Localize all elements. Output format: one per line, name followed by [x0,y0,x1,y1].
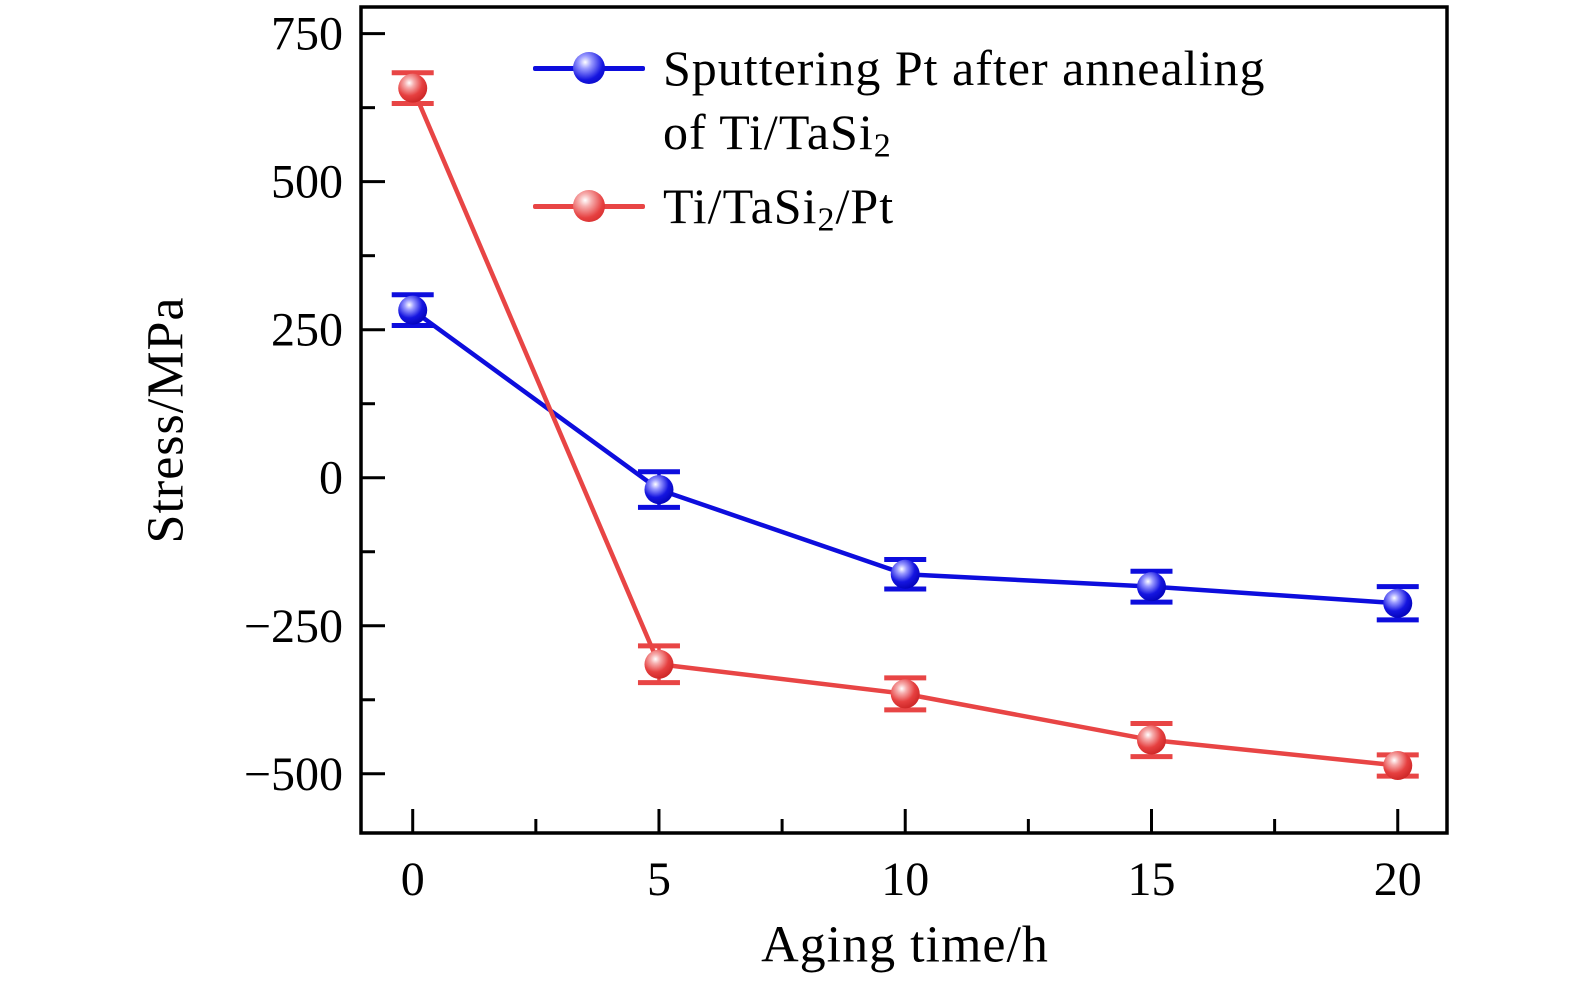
y-axis-tick-labels: 750 500 250 0 −250 −500 [244,8,343,801]
series-1-markers [398,73,1413,780]
x-tick-label: 0 [401,853,425,906]
x-axis-ticks [411,809,1400,833]
y-tick-label: −250 [244,600,343,653]
series-1-marker [398,73,428,103]
x-tick-label: 15 [1127,853,1175,906]
x-axis-tick-labels: 0 5 10 15 20 [401,853,1422,906]
legend-text-subscript: 2 [817,201,836,239]
legend-marker-blue [533,36,645,100]
series-0 [391,292,1419,623]
y-tick-label: 250 [271,304,343,357]
x-tick-label: 5 [647,853,671,906]
legend-text-post: /Pt [835,178,895,234]
legend-text-line2: of Ti/TaSi [663,104,874,160]
legend-sphere-marker-red-icon [573,190,605,222]
series-0-marker [644,475,674,505]
legend-text-line1: Sputtering Pt after annealing [663,40,1266,96]
legend-text-pre: Ti/TaSi [663,178,818,234]
x-tick-label: 20 [1374,853,1422,906]
x-tick-label: 10 [881,853,929,906]
legend-text-line2-subscript: 2 [873,127,892,165]
series-0-marker [1136,572,1166,602]
y-tick-label: −500 [244,748,343,801]
legend-sphere-marker-blue-icon [573,52,605,84]
series-1-marker [1136,725,1166,755]
legend-label-ti-tasi2-pt: Ti/TaSi2/Pt [663,174,894,238]
series-0-marker [398,295,428,325]
series-0-markers [398,295,1413,618]
plot-area: 0 5 10 15 20 750 500 250 0 −250 −500 [244,5,1449,906]
series-0-marker [1383,588,1413,618]
series-1 [391,70,1419,780]
series-0-marker [890,559,920,589]
y-tick-label: 500 [271,156,343,209]
chart-legend: Sputtering Pt after annealing of Ti/TaSi… [533,36,1265,238]
x-axis-title: Aging time/h [761,916,1049,974]
y-tick-label: 0 [319,452,343,505]
legend-entry-ti-tasi2-pt: Ti/TaSi2/Pt [533,174,1265,238]
series-1-marker [644,649,674,679]
series-1-marker [890,679,920,709]
legend-label-sputtering-pt: Sputtering Pt after annealing of Ti/TaSi… [663,36,1265,164]
y-tick-label: 750 [271,8,343,61]
series-1-marker [1383,750,1413,780]
y-axis-title: Stress/MPa [137,296,195,544]
legend-marker-red [533,174,645,238]
legend-entry-sputtering-pt: Sputtering Pt after annealing of Ti/TaSi… [533,36,1265,164]
y-axis-ticks [361,32,385,776]
